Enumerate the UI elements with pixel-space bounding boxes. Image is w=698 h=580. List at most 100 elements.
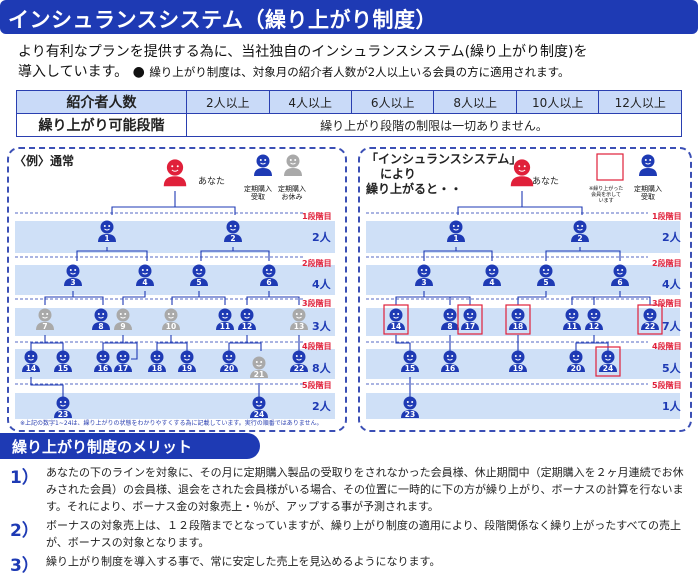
- person-icon: [415, 264, 433, 286]
- diagram-footnote: ※上記の数字1~24は、繰り上がりの状態をわかりやすくする為に記載しています。実…: [20, 420, 323, 427]
- connector-line: [233, 250, 270, 261]
- node-number-label: 12: [589, 322, 599, 331]
- node-number-label: 15: [405, 364, 415, 373]
- person-icon: [563, 308, 581, 330]
- connector-line: [44, 291, 74, 305]
- moved-member-box: [505, 304, 531, 335]
- person-icon: [136, 264, 154, 286]
- connector-line: [545, 247, 581, 261]
- moved-member-box: [637, 304, 663, 335]
- connector-line: [200, 247, 234, 261]
- person-icon: [401, 396, 419, 418]
- moved-member-box: [457, 304, 483, 335]
- node-number-label: 11: [220, 322, 230, 331]
- connector-line: [111, 191, 176, 215]
- connector-line: [450, 296, 471, 305]
- connector-line: [246, 291, 270, 305]
- connector-line: [122, 335, 138, 360]
- person-icon: [250, 396, 268, 418]
- merit-number: 2）: [10, 521, 39, 541]
- node-number-label: 16: [98, 364, 108, 373]
- node-number-label: 8: [98, 322, 103, 331]
- person-icon: [64, 264, 82, 286]
- connector-line: [580, 250, 621, 261]
- stage-count: 2人: [662, 231, 681, 244]
- person-icon: [441, 308, 459, 330]
- connector-line: [517, 291, 547, 305]
- node-number-label: 7: [42, 322, 47, 331]
- panel-insurance-title-line1: 「インシュランスシステム」: [366, 152, 522, 166]
- person-icon: [114, 350, 132, 372]
- node-number-label: 20: [224, 364, 234, 373]
- person-icon: [401, 350, 419, 372]
- connector-line: [171, 342, 188, 351]
- merit-item-text: ボーナスの対象売上は、１２段階までとなっていますが、繰り上がり制度の適用により、…: [46, 519, 682, 549]
- node-number-label: 8: [447, 322, 452, 331]
- stage-count: 5人: [662, 362, 681, 375]
- panel-normal: [7, 147, 347, 432]
- stage-band: [366, 221, 680, 253]
- intro-line2: 導入しています。 ● 繰り上がり制度は、対象月の紹介者人数が2人以上いる会員の方…: [18, 62, 688, 82]
- person-icon: [190, 264, 208, 286]
- stage-label: 1段階目: [652, 212, 682, 221]
- person-icon: [92, 308, 110, 330]
- node-number-label: 2: [577, 234, 582, 243]
- connector-line: [456, 250, 493, 261]
- connector-line: [522, 206, 583, 215]
- connector-line: [228, 335, 248, 351]
- connector-line: [107, 250, 148, 261]
- connector-line: [395, 335, 411, 351]
- merit-number: 1）: [10, 468, 39, 488]
- person-icon: [567, 350, 585, 372]
- node-number-label: 1: [104, 234, 109, 243]
- title-banner: [0, 0, 698, 34]
- person-icon: [36, 308, 54, 330]
- moved-member-box: [595, 346, 621, 377]
- person-icon: [224, 220, 242, 242]
- node-number-label: 21: [254, 370, 264, 379]
- table-cell-stage-limit: 繰り上がり段階の制限は一切ありません。: [186, 113, 682, 137]
- node-number-label: 4: [489, 278, 494, 287]
- connector-line: [199, 296, 226, 305]
- person-icon: [216, 308, 234, 330]
- connector-line: [457, 191, 523, 215]
- stage-count: 2人: [312, 231, 331, 244]
- stage-band: [15, 221, 335, 253]
- merit-title: 繰り上がり制度のメリット: [12, 438, 193, 456]
- node-number-label: 24: [254, 410, 264, 419]
- stage-label: 2段階目: [302, 259, 332, 268]
- stage-label: 2段階目: [652, 259, 682, 268]
- node-number-label: 10: [166, 322, 176, 331]
- table-row: 紹介者人数 2人以上 4人以上 6人以上 8人以上 10人以上 12人以上: [15, 90, 682, 114]
- connector-line: [156, 335, 172, 351]
- connector-line: [620, 296, 651, 305]
- node-number-label: 6: [266, 278, 271, 287]
- referral-table: 紹介者人数 2人以上 4人以上 6人以上 8人以上 10人以上 12人以上 繰り…: [15, 90, 682, 137]
- connector-line: [30, 335, 46, 351]
- stage-band: [15, 265, 335, 295]
- node-number-label: 1: [453, 234, 458, 243]
- stage-label: 1段階目: [302, 212, 332, 221]
- legend-rest-text: 定期購入 お休み: [278, 185, 306, 201]
- connector-line: [269, 296, 300, 305]
- stage-label: 4段階目: [652, 342, 682, 351]
- person-icon: [148, 350, 166, 372]
- merit-banner: [0, 433, 260, 459]
- table-row: 繰り上がり可能段階 繰り上がり段階の制限は一切ありません。: [15, 113, 682, 137]
- bullet-icon: ●: [132, 64, 145, 80]
- intro-line2-main: 導入しています。: [18, 64, 129, 80]
- person-icon: [22, 350, 40, 372]
- connector-line: [30, 377, 64, 399]
- stage-count: 3人: [312, 320, 331, 333]
- node-number-label: 13: [294, 322, 304, 331]
- person-icon: [387, 308, 405, 330]
- connector-line: [395, 291, 425, 305]
- intro-note: 繰り上がり制度は、対象月の紹介者人数が2人以上いる会員の方に適用されます。: [149, 65, 570, 79]
- person-icon: [114, 308, 132, 330]
- connector-line: [73, 296, 104, 305]
- person-icon: [238, 308, 256, 330]
- intro-line1: より有利なプランを提供する為に、当社独自のインシュランスシステム(繰り上がり制度…: [18, 44, 588, 60]
- connector-line: [594, 342, 609, 351]
- stage-label: 5段階目: [302, 381, 332, 390]
